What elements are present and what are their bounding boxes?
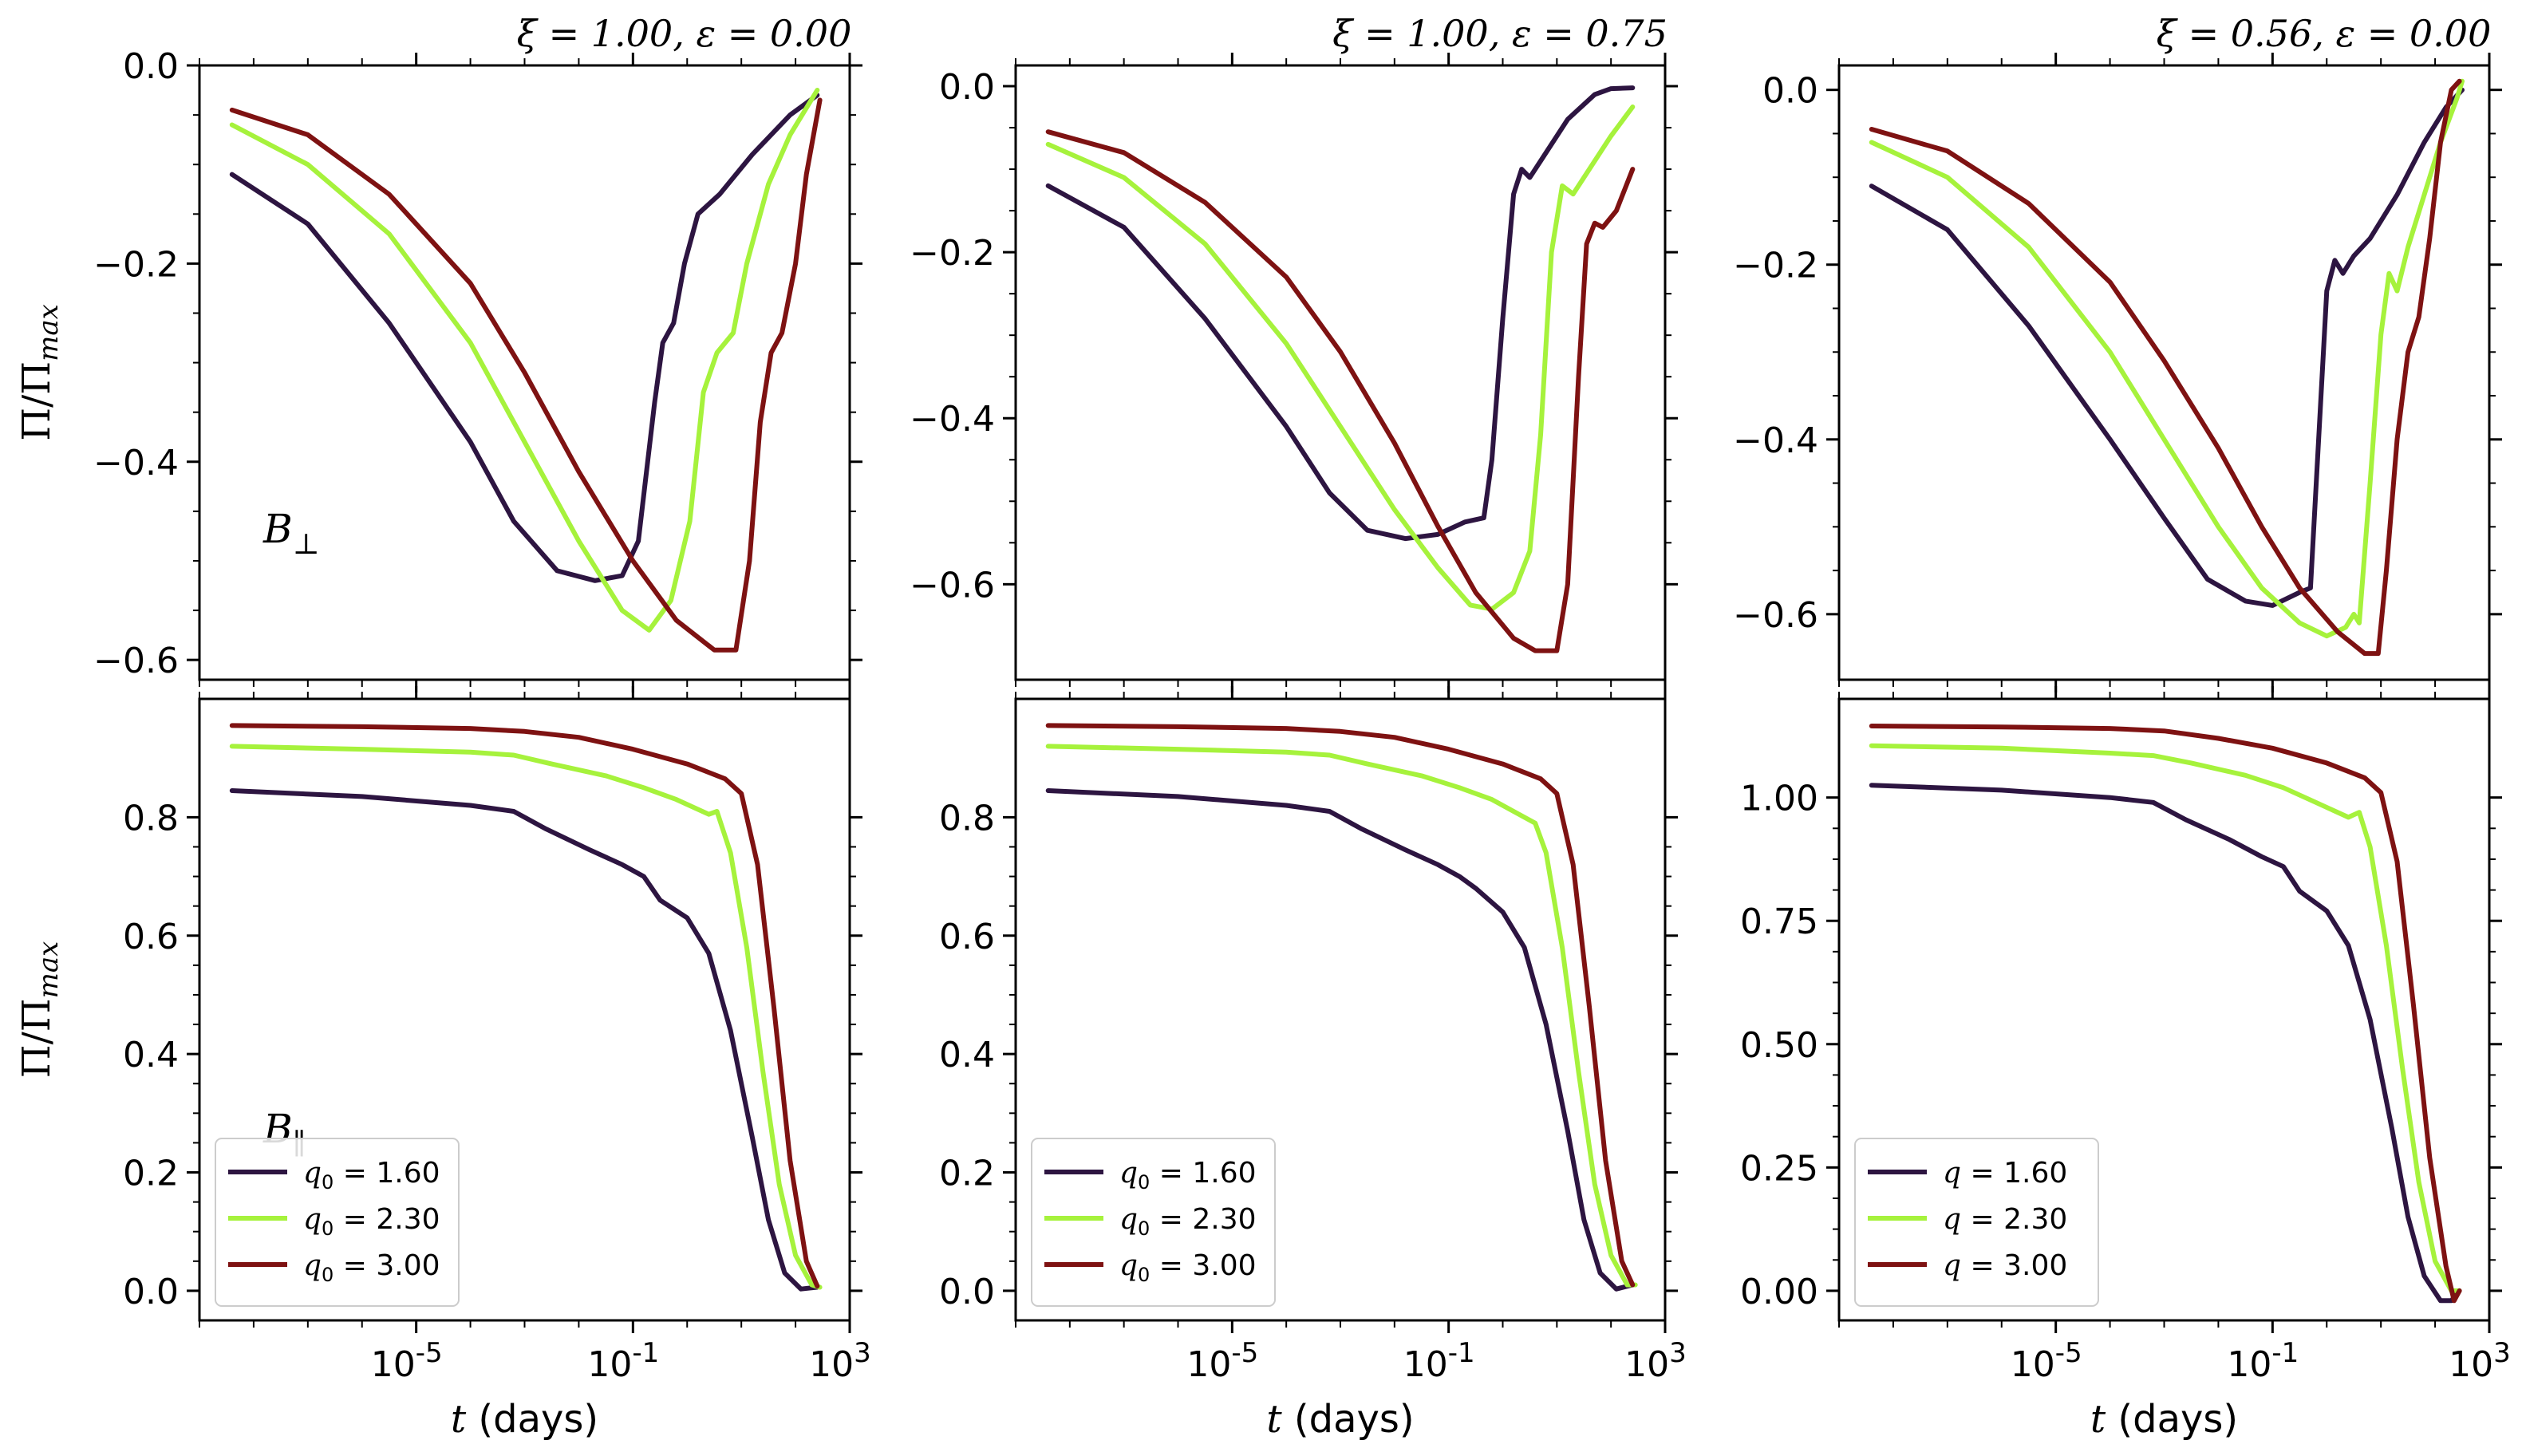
- x-axis-label: t (days): [451, 1397, 598, 1442]
- legend-label: q = 1.60: [1943, 1157, 2067, 1190]
- series-line-q0-2-30: [229, 744, 823, 1290]
- panel-annotation: B⊥: [262, 506, 320, 561]
- y-tick-label: −0.6: [910, 565, 995, 606]
- y-tick-label: 0.0: [1762, 71, 1818, 112]
- y-tick-label: 0.2: [939, 1154, 995, 1194]
- series-line-q-3-00: [1869, 724, 2462, 1304]
- series-line-q0-3-00: [229, 97, 823, 653]
- series-line-q0-1-60: [229, 788, 820, 1292]
- legend-label: q0 = 2.30: [1119, 1203, 1257, 1240]
- series-line-q0-3-00: [1045, 723, 1636, 1288]
- series-line-q0-3-00: [229, 723, 820, 1288]
- y-tick-label: 0.8: [123, 798, 179, 838]
- x-tick-label: 10-5: [2011, 1337, 2082, 1385]
- y-tick-label: −0.4: [910, 399, 995, 440]
- y-tick-label: 1.00: [1740, 779, 1818, 819]
- subplot-1-1: 10-5 10-1 103 0.0 0.2 0.4 0.6 0.8 t (days) q0 = 1…: [939, 686, 1687, 1442]
- series-line-q-2-30: [1869, 78, 2465, 639]
- y-tick-label: −0.4: [1733, 420, 1818, 461]
- legend-label: q0 = 2.30: [303, 1203, 440, 1240]
- y-tick-label: 0.6: [123, 917, 179, 957]
- legend-label: q = 3.00: [1943, 1249, 2067, 1282]
- x-tick-label: 10-1: [587, 1337, 659, 1385]
- y-tick-label: 0.25: [1740, 1148, 1818, 1189]
- y-tick-label: 0.4: [123, 1035, 179, 1075]
- y-tick-label: 0.0: [123, 1272, 179, 1312]
- plot-frame: [1837, 64, 2491, 681]
- series-line-q-3-00: [1869, 78, 2462, 657]
- subplot-1-0: 10-5 10-1 103 0.0 0.2 0.4 0.6 0.8 t (days) Π/Πmax…: [14, 686, 871, 1442]
- y-tick-label: −0.6: [1733, 595, 1818, 636]
- series-line-q-1-60: [1869, 87, 2465, 608]
- y-tick-label: −0.6: [93, 641, 179, 681]
- y-tick-label: 0.75: [1740, 902, 1818, 942]
- y-axis-label: Π/Πmax: [14, 941, 65, 1079]
- legend: q0 = 1.60 q0 = 2.30 q0 = 3.00: [1031, 1138, 1276, 1307]
- series-line-q-1-60: [1869, 783, 2462, 1304]
- subplot-0-1: 0.0 −0.2 −0.4 −0.6 ξ = 1.00, ε = 0.75: [910, 12, 1678, 692]
- x-axis-label: t (days): [1266, 1397, 1414, 1442]
- x-tick-label: 10-5: [371, 1337, 443, 1385]
- y-tick-label: 0.0: [939, 1272, 995, 1312]
- legend-label: q0 = 1.60: [303, 1157, 440, 1194]
- y-tick-label: 0.2: [123, 1154, 179, 1194]
- series-line-q0-1-60: [1045, 788, 1636, 1292]
- y-tick-label: 0.6: [939, 917, 995, 957]
- y-tick-label: −0.2: [910, 233, 995, 274]
- legend-label: q0 = 3.00: [1119, 1249, 1257, 1286]
- x-tick-label: 10-5: [1186, 1337, 1258, 1385]
- y-tick-label: 0.8: [939, 798, 995, 838]
- y-axis-label: Π/Πmax: [14, 304, 65, 441]
- subplot-0-0: 0.0 −0.2 −0.4 −0.6 ξ = 1.00, ε = 0.00 Π/Πmax B…: [14, 12, 862, 692]
- x-tick-label: 103: [809, 1337, 871, 1385]
- x-tick-label: 10-1: [2227, 1337, 2299, 1385]
- legend-label: q0 = 1.60: [1119, 1157, 1257, 1194]
- series-line-q0-2-30: [1045, 105, 1636, 612]
- x-tick-label: 103: [1624, 1337, 1687, 1385]
- y-tick-label: −0.2: [93, 244, 179, 285]
- x-tick-label: 10-1: [1403, 1337, 1475, 1385]
- series-line-q0-1-60: [1045, 85, 1636, 542]
- x-axis-label: t (days): [2090, 1397, 2238, 1442]
- legend-label: q0 = 3.00: [303, 1249, 440, 1286]
- y-tick-label: 0.0: [939, 67, 995, 108]
- series-line-q-2-30: [1869, 743, 2462, 1293]
- series-line-q0-2-30: [229, 88, 820, 633]
- subplot-title: ξ = 0.56, ε = 0.00: [2157, 12, 2492, 55]
- series-line-q0-1-60: [229, 93, 820, 583]
- y-tick-label: 0.50: [1740, 1025, 1818, 1066]
- subplot-1-2: 10-5 10-1 103 0.00 0.25 0.50 0.75 1.00 t (days) q…: [1740, 686, 2511, 1442]
- subplot-0-2: 0.0 −0.2 −0.4 −0.6 ξ = 0.56, ε = 0.00: [1733, 12, 2502, 692]
- x-tick-label: 103: [2449, 1337, 2511, 1385]
- series-line-q0-3-00: [1045, 129, 1636, 653]
- subplot-title: ξ = 1.00, ε = 0.00: [517, 12, 852, 55]
- y-tick-label: 0.0: [123, 46, 179, 87]
- legend: q0 = 1.60 q0 = 2.30 q0 = 3.00: [215, 1138, 460, 1307]
- y-tick-label: 0.4: [939, 1035, 995, 1075]
- y-tick-label: 0.00: [1740, 1272, 1818, 1312]
- y-tick-label: −0.4: [93, 443, 179, 483]
- subplot-title: ξ = 1.00, ε = 0.75: [1332, 12, 1668, 55]
- series-line-q0-2-30: [1045, 744, 1638, 1288]
- legend-label: q = 2.30: [1943, 1203, 2067, 1236]
- legend: q = 1.60 q = 2.30 q = 3.00: [1854, 1138, 2099, 1307]
- y-tick-label: −0.2: [1733, 246, 1818, 286]
